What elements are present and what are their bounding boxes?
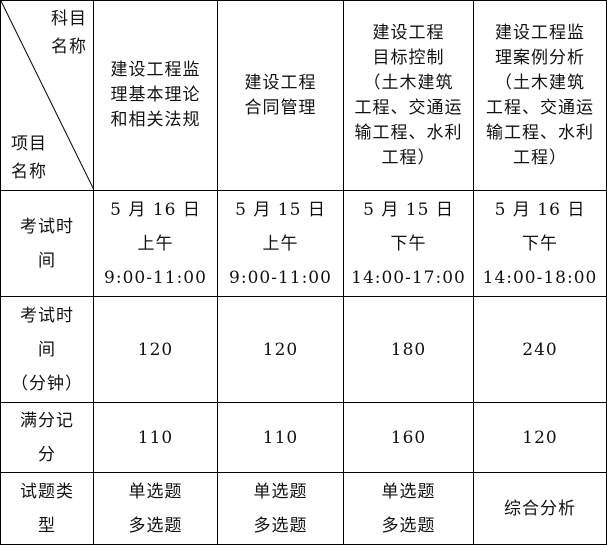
- cell-text: 110: [137, 427, 174, 448]
- row-label: 满分记分: [0, 402, 94, 473]
- question-type-row: 试题类型单选题 多选题 单选题 多选题 单选题 多选题 综合分析: [0, 472, 607, 545]
- cell-text: 5 月 16 日: [494, 199, 586, 220]
- cell-text: 240: [522, 339, 558, 360]
- cell-text: 180: [390, 339, 427, 360]
- corner-text: 名称: [11, 162, 47, 182]
- table-cell: 180: [343, 296, 474, 403]
- row-label: 考试时间 （分钟）: [0, 296, 94, 403]
- cell-text: 单选题: [381, 481, 436, 502]
- cell-text: 单选题: [253, 481, 308, 502]
- table-cell: 240: [473, 296, 607, 403]
- table-cell: 5 月 16 日上午 9:00-11:00: [93, 190, 218, 297]
- cell-text: 工程）: [381, 147, 436, 168]
- cell-text: （分钟）: [11, 373, 83, 394]
- cell-text: 110: [262, 427, 299, 448]
- table-cell: 单选题 多选题: [343, 472, 474, 545]
- subject-header: 建设工程 合同管理: [217, 0, 344, 191]
- cell-text: 考试时: [20, 216, 74, 237]
- cell-text: 建设工程: [372, 22, 445, 43]
- cell-text: 上午: [137, 233, 174, 254]
- cell-text: 满分记: [20, 410, 74, 431]
- cell-text: 120: [522, 427, 558, 448]
- subject-header: 建设工程目标控制 （土木建筑工程、交通运 输工程、水利 工程）: [343, 0, 474, 191]
- table-cell: 5 月 15 日下午 14:00-17:00: [343, 190, 474, 297]
- corner-text: 科目: [51, 9, 87, 29]
- corner-cell: 科目 名称 项目 名称: [0, 0, 94, 191]
- cell-text: 下午: [390, 233, 427, 254]
- corner-item-label: 项目 名称: [11, 130, 47, 186]
- table-cell: 110: [217, 402, 344, 473]
- table-cell: 单选题 多选题: [217, 472, 344, 545]
- cell-text: 间: [38, 250, 56, 271]
- table-cell: 120: [93, 296, 218, 403]
- full-score-row: 满分记分 110 110 160 120: [0, 402, 607, 473]
- cell-text: 工程、交通运: [486, 97, 594, 118]
- cell-text: 建设工程: [244, 72, 317, 93]
- cell-text: 下午: [522, 233, 558, 254]
- cell-text: 分: [38, 444, 56, 465]
- cell-text: 120: [137, 339, 174, 360]
- duration-row: 考试时间 （分钟） 120 120 180 240: [0, 296, 607, 403]
- subject-header: 建设工程监理案例分析 （土木建筑工程、交通运 输工程、水利 工程）: [473, 0, 607, 191]
- cell-text: 单选题: [128, 481, 183, 502]
- cell-text: 综合分析: [504, 498, 576, 519]
- table-cell: 单选题 多选题: [93, 472, 218, 545]
- cell-text: 多选题: [128, 515, 183, 536]
- table-cell: 110: [93, 402, 218, 473]
- diagonal-line: [1, 1, 94, 190]
- exam-time-row: 考试时间 5 月 16 日上午 9:00-11:00 5 月 15 日上午 9:00-1…: [0, 190, 607, 297]
- cell-text: 建设工程监: [495, 22, 585, 43]
- corner-subject-label: 科目 名称: [51, 5, 87, 61]
- cell-text: 5 月 15 日: [235, 199, 326, 220]
- cell-text: 考试时: [20, 305, 74, 326]
- table-cell: 综合分析: [473, 472, 607, 545]
- table-cell: 160: [343, 402, 474, 473]
- cell-text: 5 月 16 日: [110, 199, 201, 220]
- row-label: 考试时间: [0, 190, 94, 297]
- row-label: 试题类型: [0, 472, 94, 545]
- cell-text: 工程）: [513, 147, 567, 168]
- corner-text: 名称: [51, 37, 87, 57]
- header-row: 科目 名称 项目 名称 建设工程监理基本理论和相关法规 建设工程合同管理 建设工…: [0, 0, 607, 191]
- cell-text: 目标控制: [372, 47, 445, 68]
- cell-text: 合同管理: [244, 97, 317, 118]
- cell-text: 9:00-11:00: [229, 267, 332, 288]
- cell-text: 14:00-17:00: [351, 267, 466, 288]
- cell-text: （土木建筑: [495, 72, 585, 93]
- cell-text: 9:00-11:00: [104, 267, 207, 288]
- cell-text: 输工程、水利: [354, 122, 463, 143]
- table-cell: 5 月 16 日下午 14:00-18:00: [473, 190, 607, 297]
- cell-text: 14:00-18:00: [482, 267, 598, 288]
- cell-text: 5 月 15 日: [363, 199, 454, 220]
- cell-text: 理案例分析: [495, 47, 585, 68]
- table-cell: 120: [217, 296, 344, 403]
- cell-text: 和相关法规: [110, 110, 201, 130]
- table-cell: 5 月 15 日上午 9:00-11:00: [217, 190, 344, 297]
- cell-text: 建设工程监: [110, 60, 201, 80]
- cell-text: 型: [38, 515, 56, 536]
- cell-text: 输工程、水利: [486, 122, 594, 143]
- table-cell: 120: [473, 402, 607, 473]
- cell-text: 上午: [262, 233, 299, 254]
- subject-header: 建设工程监理基本理论和相关法规: [93, 0, 218, 191]
- cell-text: （土木建筑: [363, 72, 454, 93]
- cell-text: 160: [390, 427, 427, 448]
- cell-text: 120: [262, 339, 299, 360]
- cell-text: 理基本理论: [110, 85, 201, 105]
- corner-text: 项目: [11, 134, 47, 154]
- cell-text: 多选题: [381, 515, 436, 536]
- cell-text: 工程、交通运: [354, 97, 463, 118]
- cell-text: 间: [38, 339, 56, 360]
- cell-text: 多选题: [253, 515, 308, 536]
- cell-text: 试题类: [20, 481, 74, 502]
